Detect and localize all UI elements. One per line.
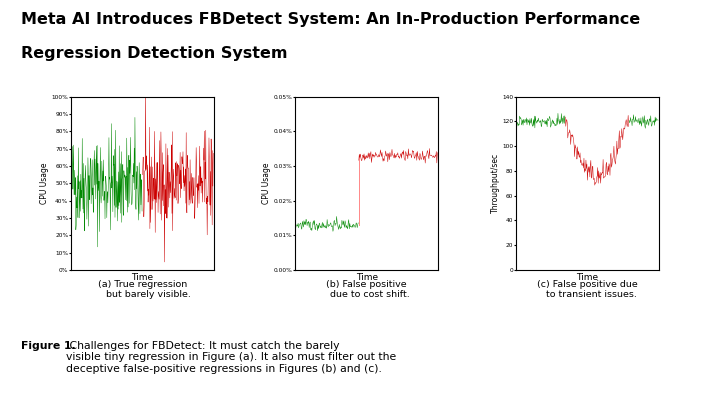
X-axis label: Time: Time	[576, 273, 599, 282]
Text: Regression Detection System: Regression Detection System	[21, 46, 288, 61]
X-axis label: Time: Time	[355, 273, 378, 282]
Text: (b) False positive
  due to cost shift.: (b) False positive due to cost shift.	[324, 280, 409, 299]
Text: Meta AI Introduces FBDetect System: An In-Production Performance: Meta AI Introduces FBDetect System: An I…	[21, 12, 641, 27]
Text: Figure 1.: Figure 1.	[21, 341, 76, 351]
Text: (c) False positive due
   to transient issues.: (c) False positive due to transient issu…	[537, 280, 638, 299]
Y-axis label: Throughput/sec: Throughput/sec	[491, 153, 500, 214]
Y-axis label: CPU Usage: CPU Usage	[40, 163, 48, 204]
Y-axis label: CPU Usage: CPU Usage	[262, 163, 271, 204]
X-axis label: Time: Time	[131, 273, 154, 282]
Text: Challenges for FBDetect: It must catch the barely
visible tiny regression in Fig: Challenges for FBDetect: It must catch t…	[66, 341, 396, 374]
Text: (a) True regression
    but barely visible.: (a) True regression but barely visible.	[94, 280, 191, 299]
